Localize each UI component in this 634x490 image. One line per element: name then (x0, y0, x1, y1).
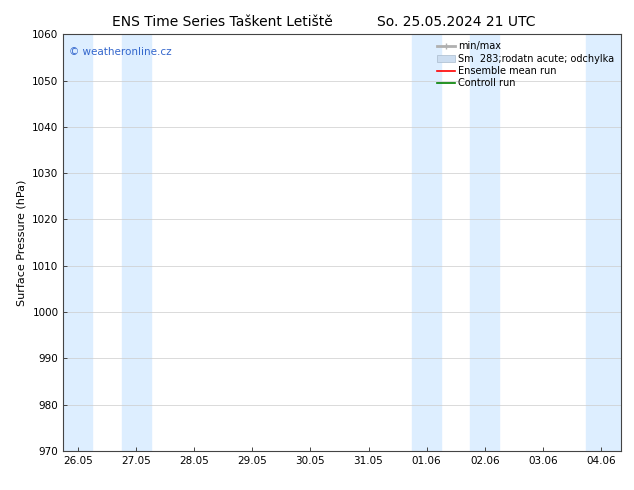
Bar (63, 34, 93, 451)
Text: ENS Time Series Taškent Letiště: ENS Time Series Taškent Letiště (112, 15, 332, 29)
Y-axis label: Surface Pressure (hPa): Surface Pressure (hPa) (16, 179, 27, 306)
Bar (586, 34, 621, 451)
Legend: min/max, Sm  283;rodatn acute; odchylka, Ensemble mean run, Controll run: min/max, Sm 283;rodatn acute; odchylka, … (435, 39, 616, 90)
Text: So. 25.05.2024 21 UTC: So. 25.05.2024 21 UTC (377, 15, 536, 29)
Bar (122, 34, 151, 451)
Bar (470, 34, 500, 451)
Bar (412, 34, 441, 451)
Text: © weatheronline.cz: © weatheronline.cz (69, 47, 172, 57)
